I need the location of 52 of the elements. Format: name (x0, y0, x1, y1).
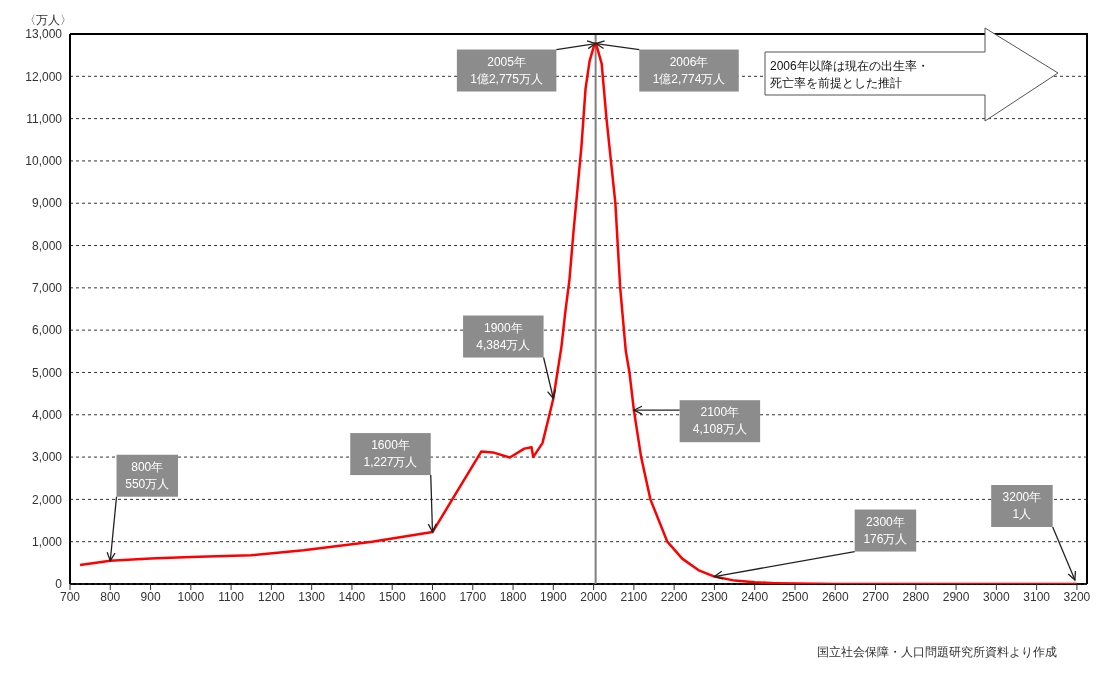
x-tick-label: 3000 (983, 589, 1011, 604)
y-tick-label: 0 (55, 577, 63, 592)
x-tick-label: 1100 (218, 589, 245, 604)
x-tick-label: 3200 (1063, 589, 1091, 604)
annotation: 2006年 1億2,774万人 (652, 54, 726, 86)
annotation: 1600年 1,227万人 (363, 438, 418, 470)
x-tick-label: 2800 (902, 589, 930, 604)
y-tick-label: 5,000 (31, 365, 63, 380)
y-tick-label: 9,000 (31, 196, 63, 211)
x-tick-label: 1800 (499, 589, 527, 604)
y-tick-label: 4,000 (31, 408, 63, 423)
x-tick-label: 1700 (459, 589, 487, 604)
x-tick-label: 1600 (419, 589, 447, 604)
x-tick-label: 800 (100, 589, 121, 604)
x-tick-label: 1500 (378, 589, 406, 604)
line-series (78, 42, 1079, 584)
y-tick-label: 10,000 (25, 154, 63, 169)
x-tick-label: 1900 (539, 589, 567, 604)
y-tick-label: 11,000 (26, 111, 63, 126)
y-tick-label: 2,000 (31, 492, 63, 507)
annotation: 2005年 1億2,775万人 (470, 54, 543, 86)
x-tick-label: 1200 (258, 589, 286, 604)
x-tick-label: 2100 (620, 589, 648, 604)
text: 国立社会保障・人口問題研究所資料より作成 (817, 645, 1057, 659)
x-tick-label: 2000 (580, 589, 608, 604)
x-tick-label: 1400 (338, 589, 366, 604)
y-tick-label: 8,000 (31, 238, 63, 253)
x-tick-label: 700 (59, 589, 81, 604)
annotation: 3200年 1人 (1002, 490, 1042, 521)
x-tick-label: 2500 (781, 589, 809, 604)
x-tick-label: 900 (140, 589, 161, 604)
y-tick-label: 3,000 (31, 450, 63, 465)
y-tick-label: 13,000 (25, 27, 63, 42)
annotation: 2006年以降は現在の出生率・死亡率を前提とした推計 (770, 59, 929, 90)
x-tick-label: 1300 (298, 589, 326, 604)
y-tick-label: 12,000 (25, 69, 63, 84)
y-tick-label: 6,000 (31, 323, 63, 338)
x-tick-label: 2600 (821, 589, 849, 604)
x-tick-label: 2300 (701, 589, 729, 604)
x-tick-label: 2400 (741, 589, 769, 604)
y-tick-label: 7,000 (31, 281, 63, 296)
annotation: 2100年 4,108万人 (692, 405, 747, 437)
x-tick-label: 2200 (660, 589, 688, 604)
y-axis-title: 〈万人〉 (24, 13, 72, 27)
annotation: 1900年 4,384万人 (476, 320, 531, 352)
x-tick-label: 2900 (942, 589, 970, 604)
x-tick-label: 2700 (862, 589, 890, 604)
annotation: 800年 550万人 (125, 459, 170, 491)
annotation: 2300年 176万人 (863, 514, 908, 546)
x-tick-label: 1000 (177, 589, 205, 604)
y-tick-label: 1,000 (31, 534, 63, 549)
x-tick-label: 3100 (1023, 589, 1051, 604)
